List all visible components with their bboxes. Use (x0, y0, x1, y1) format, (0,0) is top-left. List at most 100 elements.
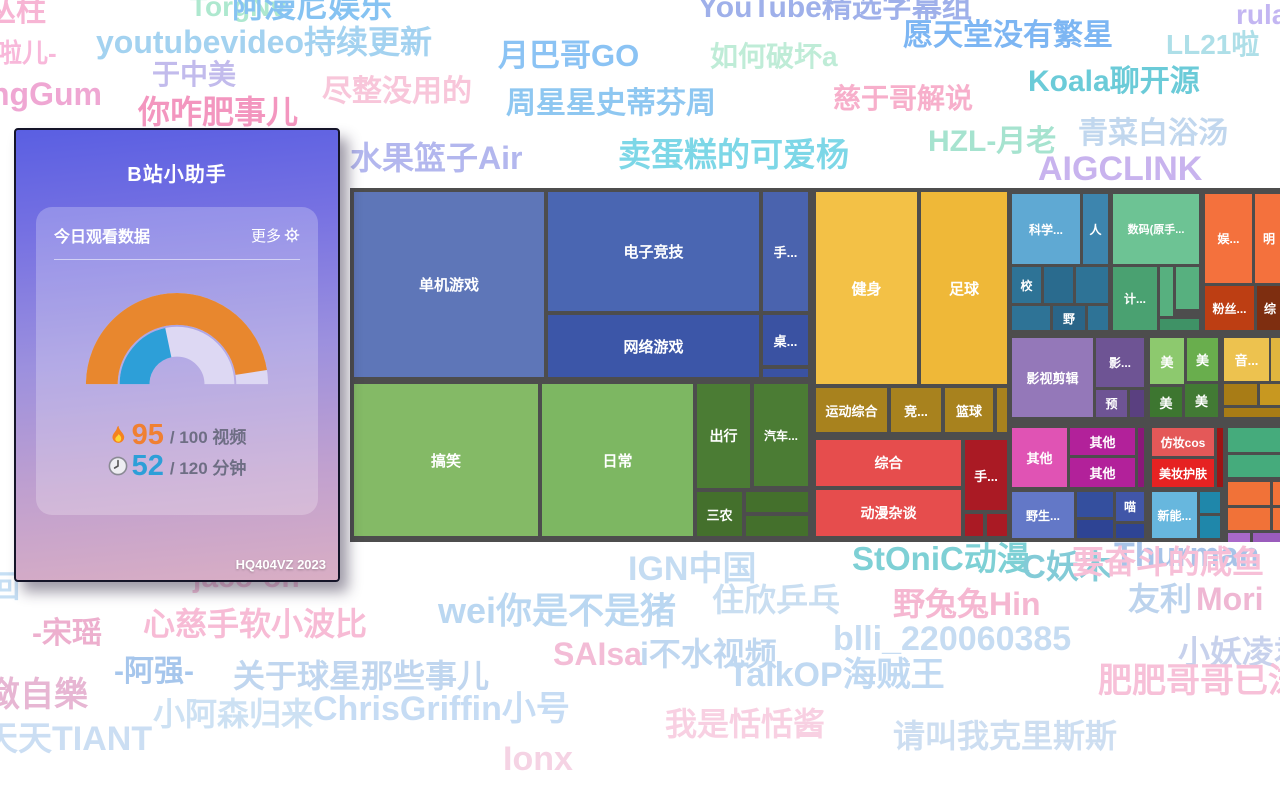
treemap-cell[interactable]: 美 (1185, 384, 1218, 417)
treemap-cell[interactable] (1160, 267, 1173, 316)
treemap-cell[interactable] (1224, 384, 1257, 405)
treemap-cell[interactable]: 美 (1187, 338, 1218, 381)
treemap-cell[interactable] (1224, 408, 1280, 417)
treemap-cell[interactable]: 人 (1083, 194, 1108, 264)
treemap-cell[interactable]: 娱... (1205, 194, 1252, 283)
treemap-cell[interactable]: 网络游戏 (548, 315, 759, 377)
treemap-cell[interactable]: 单机游戏 (354, 192, 544, 377)
treemap-cell[interactable]: 汽车... (754, 384, 808, 486)
treemap-cell[interactable]: 篮球 (945, 388, 993, 432)
treemap-cell[interactable] (1077, 492, 1113, 517)
treemap-cell[interactable]: 影... (1096, 338, 1144, 387)
treemap-cell[interactable]: 其他 (1070, 458, 1135, 487)
treemap-cell[interactable]: 手... (965, 440, 1007, 510)
treemap-cell[interactable]: 计... (1113, 267, 1157, 330)
treemap-cell[interactable] (1200, 492, 1220, 513)
treemap-cell[interactable]: 明 (1255, 194, 1280, 283)
treemap-cell[interactable]: 野 (1053, 306, 1085, 330)
treemap-cell[interactable] (1228, 482, 1270, 505)
treemap-cell[interactable] (1271, 338, 1280, 381)
treemap-cell[interactable]: 电子竞技 (548, 192, 759, 311)
treemap-cell[interactable] (997, 388, 1007, 432)
treemap-cell[interactable]: 美妆护肤 (1152, 459, 1214, 487)
treemap-cell[interactable] (965, 514, 983, 536)
treemap-cell[interactable]: 科学... (1012, 194, 1080, 264)
treemap-cell[interactable] (746, 492, 808, 512)
wordcloud-item: 小妖凌君 (1178, 634, 1280, 670)
treemap-cell[interactable]: 仿妆cos (1152, 428, 1214, 456)
treemap-cell[interactable] (1116, 524, 1144, 538)
treemap-cell[interactable]: 数码(原手... (1113, 194, 1199, 264)
wordcloud-item: TalkOP海贼王 (728, 656, 945, 694)
treemap-cell[interactable]: 出行 (697, 384, 750, 488)
treemap-cell[interactable]: 美 (1150, 387, 1182, 417)
treemap-cell[interactable] (1228, 428, 1280, 452)
treemap-cell[interactable] (1228, 455, 1280, 477)
treemap-cell[interactable] (1077, 520, 1113, 538)
gear-icon[interactable] (284, 227, 300, 243)
treemap-cell[interactable]: 综合 (816, 440, 961, 486)
wordcloud-item: 愿天堂没有繁星 (903, 19, 1113, 52)
minutes-suffix: / 120 分钟 (169, 459, 247, 478)
treemap-cell[interactable]: 竞... (891, 388, 941, 432)
treemap-cell[interactable]: 手... (763, 192, 808, 311)
treemap-cell[interactable] (763, 369, 808, 377)
treemap-cell[interactable]: 日常 (542, 384, 693, 536)
stats-block: 95 / 100 视频 52 / 120 分钟 (54, 421, 300, 481)
treemap-cell[interactable] (987, 514, 1007, 536)
treemap-cell[interactable]: 校 (1012, 267, 1041, 303)
treemap-cell[interactable]: 音... (1224, 338, 1269, 381)
treemap-cell[interactable]: 其他 (1070, 428, 1135, 455)
treemap-cell[interactable]: 足球 (921, 192, 1007, 384)
flame-icon (108, 425, 129, 447)
treemap-cell[interactable] (1044, 267, 1073, 303)
treemap-cell[interactable]: 预 (1096, 390, 1127, 417)
treemap-cell[interactable] (1228, 508, 1270, 530)
wordcloud-item: Ionx (503, 740, 573, 778)
wordcloud-item: 友利 (1128, 581, 1193, 617)
treemap-cell[interactable]: 动漫杂谈 (816, 490, 961, 536)
treemap-cell[interactable] (1176, 267, 1199, 309)
treemap-cell[interactable] (746, 516, 808, 536)
wordcloud-item: 青菜白浴汤 (1078, 117, 1228, 150)
wordcloud-item: Koala聊开源 (1028, 65, 1200, 98)
treemap-cell[interactable] (1260, 384, 1280, 405)
minutes-value: 52 (131, 450, 164, 482)
more-button[interactable]: 更多 (251, 225, 300, 246)
treemap-cell[interactable] (1138, 428, 1144, 487)
treemap-cell[interactable] (1273, 508, 1280, 530)
treemap-cell[interactable]: 美 (1150, 338, 1184, 384)
wordcloud-item: 阿漫尼娱乐 (232, 0, 393, 24)
treemap-cell[interactable]: 健身 (816, 192, 917, 384)
wordcloud-item: rulan (1236, 0, 1280, 30)
wordcloud-item: i不水视频 (640, 636, 777, 672)
gauge-inner-value (119, 326, 235, 385)
treemap-cell[interactable] (1088, 306, 1108, 330)
treemap-cell[interactable]: 综 (1257, 286, 1280, 330)
wordcloud-item: 我是恬恬酱 (665, 706, 826, 742)
treemap-cell[interactable]: 三农 (697, 492, 742, 536)
treemap-cell[interactable] (1217, 428, 1223, 487)
treemap-cell[interactable] (1160, 319, 1199, 330)
treemap-cell[interactable]: 桌... (763, 315, 808, 365)
wordcloud-item: 心慈手软小波比 (143, 606, 368, 642)
treemap-cell[interactable]: 搞笑 (354, 384, 538, 536)
treemap-cell[interactable] (1253, 533, 1280, 542)
treemap-cell[interactable]: 喵 (1116, 492, 1144, 521)
treemap-cell[interactable] (1200, 516, 1220, 538)
treemap-cell[interactable]: 新能... (1152, 492, 1197, 538)
treemap-cell[interactable] (1228, 533, 1250, 542)
treemap-cell[interactable] (1076, 267, 1108, 303)
treemap-cell[interactable]: 运动综合 (816, 388, 887, 432)
treemap-cell[interactable]: 其他 (1012, 428, 1067, 487)
wordcloud-item: AIGCLINK (1038, 150, 1203, 188)
treemap-cell[interactable] (1273, 482, 1280, 505)
treemap-cell[interactable] (1130, 390, 1144, 417)
treemap-cell[interactable]: 野生... (1012, 492, 1074, 538)
gauge-chart (71, 276, 283, 397)
wordcloud-item: IGN中国 (628, 550, 757, 588)
treemap-cell[interactable] (1012, 306, 1050, 330)
treemap-cell[interactable]: 影视剪辑 (1012, 338, 1093, 417)
treemap-cell[interactable]: 粉丝... (1205, 286, 1254, 330)
videos-stat-row: 95 / 100 视频 (108, 421, 246, 450)
